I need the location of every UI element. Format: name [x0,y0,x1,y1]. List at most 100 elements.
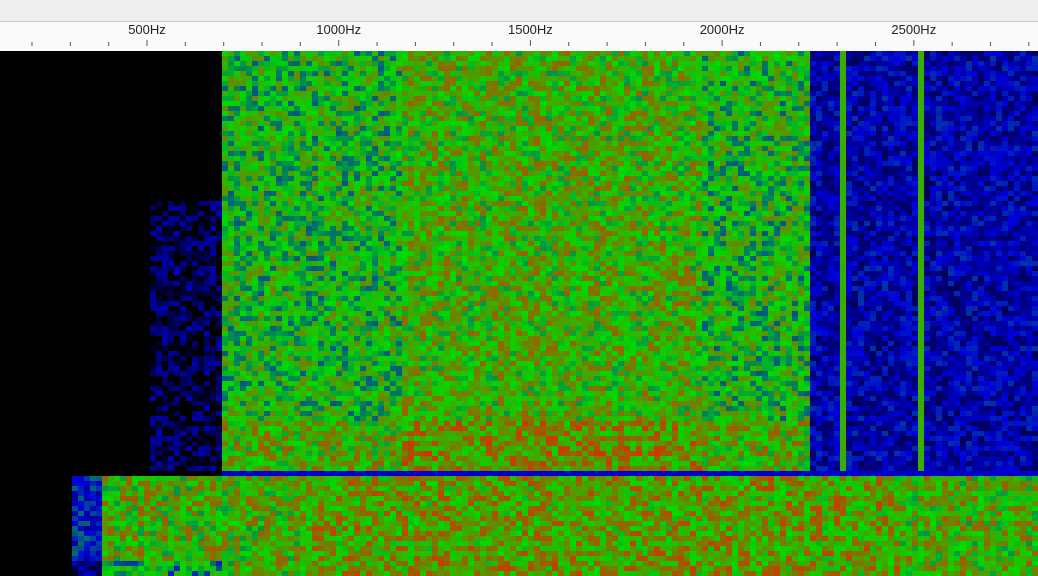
pixel [246,186,252,191]
pixel [318,181,324,186]
pixel [918,101,924,106]
pixel [756,176,762,181]
pixel [954,116,960,121]
pixel [390,181,396,186]
pixel [474,151,480,156]
pixel [342,181,348,186]
pixel [876,111,882,116]
pixel [480,101,486,106]
pixel [228,56,234,61]
pixel [1026,121,1032,126]
pixel [1026,126,1032,131]
pixel [420,106,426,111]
pixel [948,226,954,231]
pixel [564,136,570,141]
pixel [858,56,864,61]
pixel [648,176,654,181]
pixel [486,176,492,181]
pixel [756,66,762,71]
pixel [840,66,846,71]
pixel [828,196,834,201]
pixel [492,196,498,201]
pixel [768,81,774,86]
pixel [312,56,318,61]
pixel [882,106,888,111]
pixel [264,126,270,131]
pixel [258,211,264,216]
pixel [498,96,504,101]
pixel [996,216,1002,221]
pixel [600,86,606,91]
pixel [270,171,276,176]
pixel [462,206,468,211]
pixel [954,201,960,206]
pixel [654,126,660,131]
pixel [1002,156,1008,161]
pixel [348,151,354,156]
pixel [222,146,228,151]
pixel [606,121,612,126]
pixel [672,61,678,66]
pixel [234,71,240,76]
pixel [588,126,594,131]
pixel [828,106,834,111]
pixel [252,106,258,111]
pixel [168,221,174,226]
pixel [726,86,732,91]
pixel [732,211,738,216]
pixel [498,106,504,111]
pixel [768,176,774,181]
pixel [408,56,414,61]
pixel [684,126,690,131]
pixel [492,111,498,116]
pixel [372,116,378,121]
pixel [708,176,714,181]
pixel [414,181,420,186]
pixel [354,171,360,176]
pixel [780,171,786,176]
pixel [624,91,630,96]
pixel [588,201,594,206]
pixel [468,116,474,121]
pixel [804,121,810,126]
pixel [924,106,930,111]
pixel [654,136,660,141]
pixel [918,76,924,81]
pixel [264,96,270,101]
pixel [468,186,474,191]
pixel [588,161,594,166]
pixel [690,61,696,66]
pixel [426,156,432,161]
pixel [702,61,708,66]
pixel [624,206,630,211]
pixel [1026,66,1032,71]
pixel [918,116,924,121]
pixel [786,56,792,61]
pixel [972,111,978,116]
pixel [1014,76,1020,81]
pixel [252,171,258,176]
pixel [1002,181,1008,186]
pixel [774,166,780,171]
pixel [744,196,750,201]
pixel [942,66,948,71]
pixel [672,206,678,211]
pixel [912,161,918,166]
pixel [300,216,306,221]
pixel [960,56,966,61]
pixel [252,66,258,71]
pixel [900,146,906,151]
pixel [1032,226,1038,231]
pixel [288,76,294,81]
pixel [342,101,348,106]
pixel [738,76,744,81]
pixel [540,151,546,156]
pixel [582,191,588,196]
pixel [522,226,528,231]
pixel [882,171,888,176]
pixel [1014,226,1020,231]
pixel [522,166,528,171]
pixel [888,216,894,221]
pixel [666,81,672,86]
pixel [744,216,750,221]
